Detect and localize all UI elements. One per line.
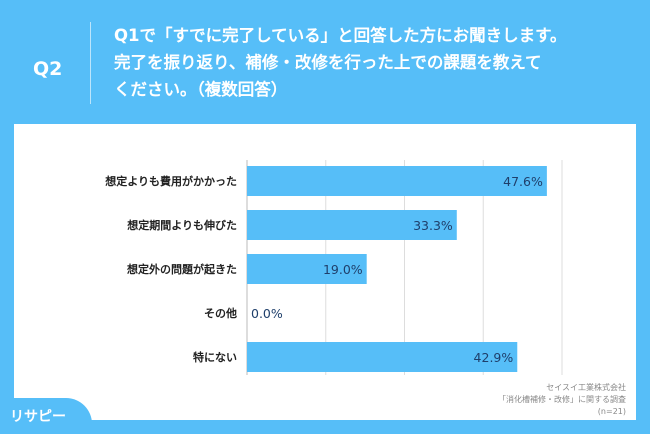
data-label: 0.0% — [251, 306, 283, 321]
data-label: 19.0% — [323, 262, 363, 277]
bar — [247, 342, 518, 372]
title-line: ください。（複数回答） — [114, 80, 288, 99]
category-label: 想定期間よりも伸びた — [126, 218, 237, 232]
question-title: Q1で「すでに完了している」と回答した方にお聞きします。 完了を振り返り、補修・… — [114, 22, 644, 103]
source-company: セイスイ工業株式会社 — [546, 383, 626, 392]
logo: リサピー — [0, 398, 92, 434]
category-label: 特にない — [193, 350, 237, 364]
divider — [90, 22, 91, 104]
source-survey: 「消化槽補修・改修」に関する調査 — [498, 395, 626, 404]
bar — [247, 210, 457, 240]
title-line: 完了を振り返り、補修・改修を行った上での課題を教えて — [114, 53, 542, 72]
source-note: セイスイ工業株式会社 「消化槽補修・改修」に関する調査 (n=21) — [498, 382, 626, 418]
data-label: 33.3% — [413, 218, 453, 233]
data-label: 47.6% — [503, 174, 543, 189]
source-sample-size: (n=21) — [597, 407, 626, 416]
data-label: 42.9% — [474, 350, 514, 365]
category-label: 想定よりも費用がかかった — [104, 174, 237, 188]
title-line: Q1で「すでに完了している」と回答した方にお聞きします。 — [114, 26, 567, 45]
category-label: 想定外の問題が起きた — [126, 262, 237, 276]
bar — [247, 166, 547, 196]
question-number: Q2 — [33, 58, 63, 80]
logo-text: リサピー — [10, 409, 66, 425]
bar — [247, 254, 367, 284]
category-label: その他 — [204, 306, 237, 320]
